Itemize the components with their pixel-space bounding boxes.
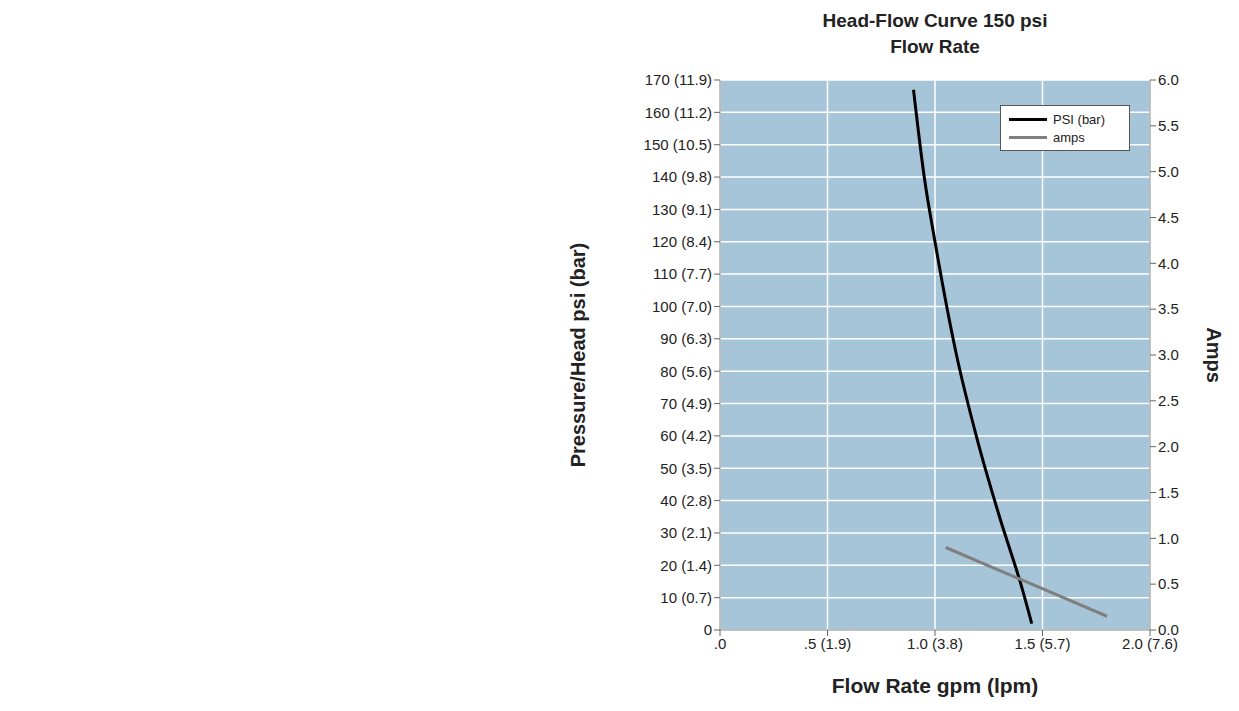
svg-text:120 (8.4): 120 (8.4) xyxy=(652,233,712,250)
svg-text:90 (6.3): 90 (6.3) xyxy=(660,330,712,347)
svg-text:150 (10.5): 150 (10.5) xyxy=(644,136,712,153)
svg-text:.0: .0 xyxy=(714,635,727,652)
svg-text:30 (2.1): 30 (2.1) xyxy=(660,524,712,541)
svg-text:6.0: 6.0 xyxy=(1158,71,1179,88)
svg-text:0.0: 0.0 xyxy=(1158,621,1179,638)
svg-text:20 (1.4): 20 (1.4) xyxy=(660,557,712,574)
svg-text:50 (3.5): 50 (3.5) xyxy=(660,460,712,477)
svg-text:0: 0 xyxy=(704,621,712,638)
svg-text:5.5: 5.5 xyxy=(1158,117,1179,134)
svg-text:4.0: 4.0 xyxy=(1158,255,1179,272)
svg-text:130 (9.1): 130 (9.1) xyxy=(652,201,712,218)
svg-text:2.0 (7.6): 2.0 (7.6) xyxy=(1122,634,1178,652)
svg-text:100 (7.0): 100 (7.0) xyxy=(652,298,712,315)
svg-text:1.0: 1.0 xyxy=(1158,530,1179,547)
svg-text:70 (4.9): 70 (4.9) xyxy=(660,395,712,412)
html-text:PSI (bar): PSI (bar) xyxy=(1053,111,1105,127)
svg-text:1.0 (3.8): 1.0 (3.8) xyxy=(907,635,963,652)
svg-text:Flow Rate gpm (lpm): Flow Rate gpm (lpm) xyxy=(832,674,1039,697)
svg-text:1.5 (5.7): 1.5 (5.7) xyxy=(1015,635,1071,652)
svg-text:Pressure/Head psi (bar): Pressure/Head psi (bar) xyxy=(567,243,589,468)
svg-text:160 (11.2): 160 (11.2) xyxy=(645,104,712,121)
svg-text:5.0: 5.0 xyxy=(1158,163,1179,180)
svg-text:3.5: 3.5 xyxy=(1158,300,1179,317)
html-text:Flow Rate: Flow Rate xyxy=(890,36,980,57)
svg-text:80 (5.6): 80 (5.6) xyxy=(660,363,712,380)
svg-text:.5 (1.9): .5 (1.9) xyxy=(804,635,852,652)
svg-text:140 (9.8): 140 (9.8) xyxy=(652,168,712,185)
svg-text:40 (2.8): 40 (2.8) xyxy=(660,492,712,509)
svg-text:10 (0.7): 10 (0.7) xyxy=(660,589,712,606)
svg-text:110 (7.7): 110 (7.7) xyxy=(653,265,712,282)
svg-text:Amps: Amps xyxy=(1203,327,1225,383)
svg-text:1.5: 1.5 xyxy=(1158,484,1179,501)
svg-text:2.5: 2.5 xyxy=(1158,392,1179,409)
svg-text:0.5: 0.5 xyxy=(1158,575,1179,592)
svg-text:2.0: 2.0 xyxy=(1158,438,1179,455)
svg-text:170 (11.9): 170 (11.9) xyxy=(645,71,712,88)
svg-text:4.5: 4.5 xyxy=(1158,209,1179,226)
svg-text:3.0: 3.0 xyxy=(1158,346,1179,363)
svg-text:60 (4.2): 60 (4.2) xyxy=(660,427,712,444)
html-text:Head-Flow Curve 150 psi: Head-Flow Curve 150 psi xyxy=(822,10,1048,31)
html-text:amps: amps xyxy=(1053,129,1085,145)
